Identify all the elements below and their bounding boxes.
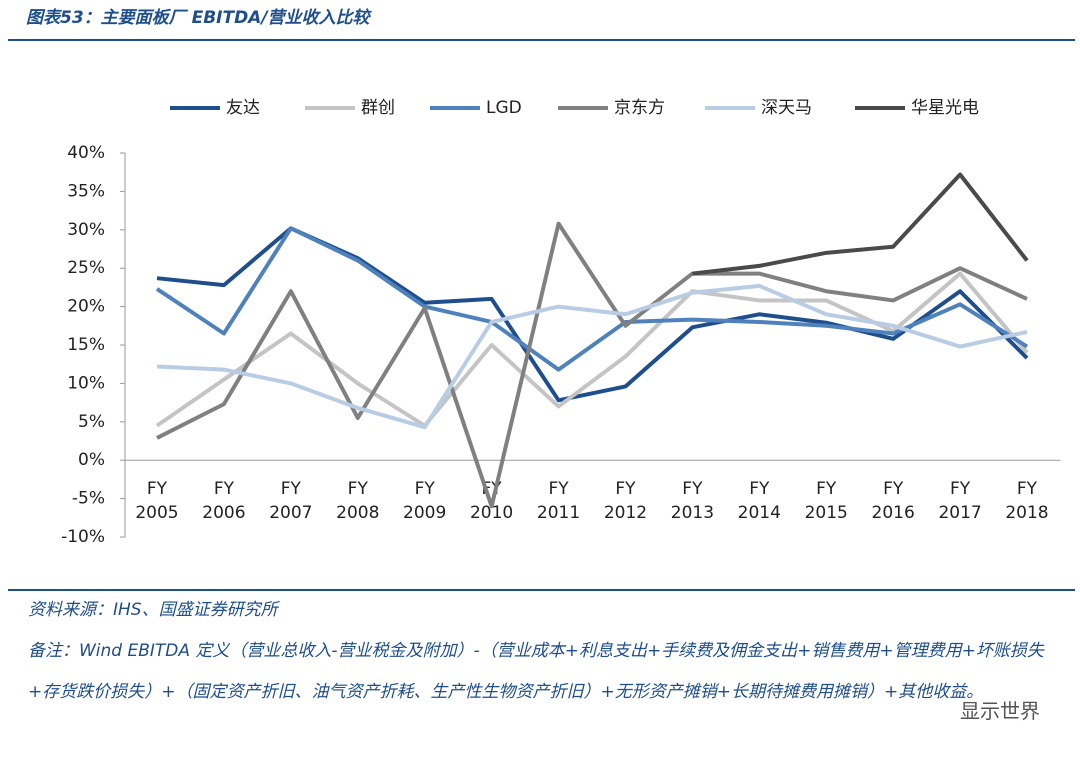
watermark: 显示世界 (960, 699, 1040, 723)
y-tick-label: 25% (67, 258, 105, 278)
y-tick-label: 35% (67, 181, 105, 201)
series-line (155, 271, 1029, 428)
series-line (156, 221, 1028, 509)
legend-label: 群创 (361, 98, 395, 118)
note: 备注：Wind EBITDA 定义（营业总收入-营业税金及附加）-（营业成本+利… (28, 641, 1044, 702)
series-line (156, 226, 1029, 403)
x-tick-label: FY 2013 (671, 479, 714, 523)
chart-title: 图表53：主要面板厂 EBITDA/营业收入比较 (26, 8, 373, 28)
y-tick-label: 15% (67, 335, 105, 355)
legend-label: 深天马 (761, 98, 812, 118)
y-tick-label: 5% (78, 412, 105, 432)
x-tick-label: FY 2014 (738, 479, 781, 523)
x-tick-label: FY 2005 (135, 479, 178, 523)
y-tick-label: 30% (67, 220, 105, 240)
legend-label: 华星光电 (911, 98, 979, 118)
y-tick-label: 0% (78, 450, 105, 470)
x-tick-label: FY 2009 (403, 479, 446, 523)
x-tick-label: FY 2015 (805, 479, 848, 523)
y-tick-label: -10% (61, 527, 105, 547)
y-tick-label: -5% (72, 489, 105, 509)
legend-label: LGD (486, 98, 522, 118)
series-line (156, 283, 1028, 430)
series-line (155, 226, 1029, 372)
x-tick-label: FY 2017 (938, 479, 981, 523)
x-tick-label: FY 2016 (872, 479, 915, 523)
x-tick-label: FY 2018 (1005, 479, 1048, 523)
x-tick-label: FY 2011 (537, 479, 580, 523)
x-tick-label: FY 2006 (202, 479, 245, 523)
series-line (692, 172, 1029, 276)
x-tick-label: FY 2012 (604, 479, 647, 523)
legend-label: 京东方 (614, 98, 665, 118)
source: 资料来源：IHS、国盛证券研究所 (28, 600, 278, 620)
x-tick-label: FY 2007 (269, 479, 312, 523)
y-tick-label: 10% (67, 373, 105, 393)
legend-label: 友达 (226, 98, 260, 118)
y-tick-label: 20% (67, 297, 105, 317)
y-tick-label: 40% (67, 143, 105, 163)
x-tick-label: FY 2008 (336, 479, 379, 523)
